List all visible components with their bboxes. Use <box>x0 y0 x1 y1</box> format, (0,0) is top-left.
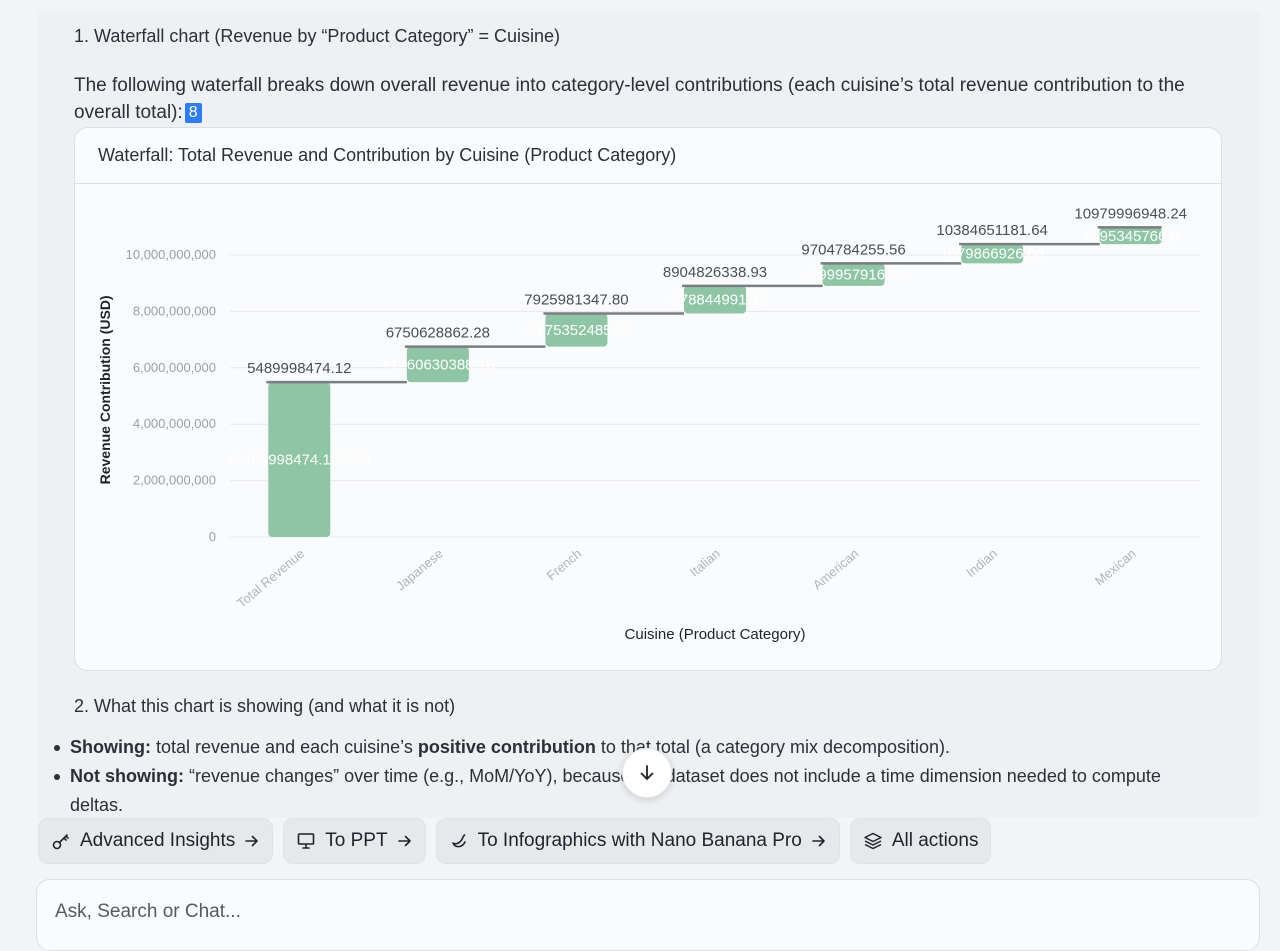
cumulative-label: 6750628862.28 <box>386 325 490 342</box>
bullet-not-showing: Not showing: “revenue changes” over time… <box>54 762 1188 820</box>
advanced-insights-button[interactable]: Advanced Insights <box>38 818 274 864</box>
all-actions-label: All actions <box>891 830 979 851</box>
chart-card-title: Waterfall: Total Revenue and Contributio… <box>75 128 1221 184</box>
all-actions-button[interactable]: All actions <box>849 818 992 864</box>
bullet-not-showing-label: Not showing: <box>70 766 184 786</box>
intro-text: The following waterfall breaks down over… <box>74 75 1185 123</box>
x-tick-label: Italian <box>687 546 723 580</box>
waterfall-bar <box>961 244 1024 264</box>
x-tick-label: Mexican <box>1092 546 1139 589</box>
scroll-down-button[interactable] <box>622 748 672 798</box>
bullet-showing-text2: to that total (a category mix decomposit… <box>595 737 951 757</box>
waterfall-bar <box>268 382 331 537</box>
cumulative-label: 10979996948.24 <box>1074 205 1187 222</box>
bullet-showing-text: total revenue and each cuisine’s <box>150 737 418 757</box>
arrow-right-icon <box>245 835 259 847</box>
chat-input[interactable] <box>53 900 957 924</box>
delta-label: +595345766.6 <box>1083 228 1179 245</box>
y-tick-label: 2,000,000,000 <box>133 473 216 488</box>
section1-title: 1. Waterfall chart (Revenue by “Product … <box>74 26 561 46</box>
cumulative-label: 7925981347.80 <box>524 291 628 308</box>
delta-label: +679866926.08 <box>940 246 1045 263</box>
action-bar: Advanced Insights To PPT To Infographics… <box>38 818 992 864</box>
advanced-insights-label: Advanced Insights <box>80 830 236 851</box>
delta-label: +1260630388.16 <box>381 356 494 373</box>
citation-badge[interactable]: 8 <box>184 103 202 123</box>
y-tick-label: 4,000,000,000 <box>133 416 216 431</box>
presentation-icon <box>297 833 315 849</box>
arrow-right-icon <box>397 835 411 847</box>
to-ppt-label: To PPT <box>325 830 388 851</box>
cumulative-label: 5489998474.12 <box>247 360 351 377</box>
arrow-right-icon <box>812 835 825 847</box>
waterfall-bar <box>406 346 469 383</box>
chart-card: Waterfall: Total Revenue and Contributio… <box>74 127 1222 671</box>
y-tick-label: 10,000,000,000 <box>126 247 216 262</box>
x-tick-label: American <box>810 546 862 593</box>
banana-icon <box>451 834 466 848</box>
cumulative-label: 10384651181.64 <box>936 222 1048 239</box>
key-icon <box>52 834 69 850</box>
layers-icon <box>864 832 882 850</box>
waterfall-chart: 0 2,000,000,000 4,000,000,000 6,000,000,000… <box>97 205 1200 643</box>
cumulative-label: 8904826338.93 <box>663 264 767 281</box>
bullet-showing: Showing: total revenue and each cuisine’… <box>54 733 1188 762</box>
delta-label: +1175352485.52 <box>520 322 632 339</box>
to-infographics-label: To Infographics with Nano Banana Pro <box>477 830 802 851</box>
chat-message-content: 1. Waterfall chart (Revenue by “Product … <box>38 12 1260 818</box>
intro-paragraph: The following waterfall breaks down over… <box>74 72 1234 126</box>
x-tick-label: Japanese <box>393 546 446 594</box>
bullet-showing-emph: positive contribution <box>417 737 596 757</box>
x-tick-label: French <box>544 546 585 584</box>
waterfall-bar <box>822 263 885 286</box>
cumulative-label: 9704784255.56 <box>801 241 905 258</box>
chat-composer <box>36 879 1260 951</box>
waterfall-bar <box>1099 227 1162 245</box>
y-axis-label: Revenue Contribution (USD) <box>97 295 113 484</box>
delta-label: +978844991.13 <box>663 292 768 309</box>
x-tick-label: Total Revenue <box>234 546 307 611</box>
waterfall-bar <box>684 285 746 314</box>
delta-label: +5489998474.120001 <box>226 452 372 469</box>
bullet-not-showing-text: “revenue changes” over time (e.g., MoM/Y… <box>70 766 1161 815</box>
y-tick-label: 6,000,000,000 <box>133 360 216 375</box>
arrow-down-icon <box>640 765 654 780</box>
bullet-showing-label: Showing: <box>70 737 151 757</box>
y-tick-label: 0 <box>209 529 216 544</box>
y-tick-label: 8,000,000,000 <box>133 303 216 318</box>
to-infographics-button[interactable]: To Infographics with Nano Banana Pro <box>435 818 840 864</box>
x-tick-label: Indian <box>963 546 1000 580</box>
to-ppt-button[interactable]: To PPT <box>283 818 426 864</box>
bullet-list: Showing: total revenue and each cuisine’… <box>54 733 1188 820</box>
delta-label: +799957916.63 <box>801 267 906 284</box>
x-axis-label: Cuisine (Product Category) <box>625 626 806 643</box>
waterfall-bar <box>545 313 608 347</box>
section2-title: 2. What this chart is showing (and what … <box>74 696 456 716</box>
